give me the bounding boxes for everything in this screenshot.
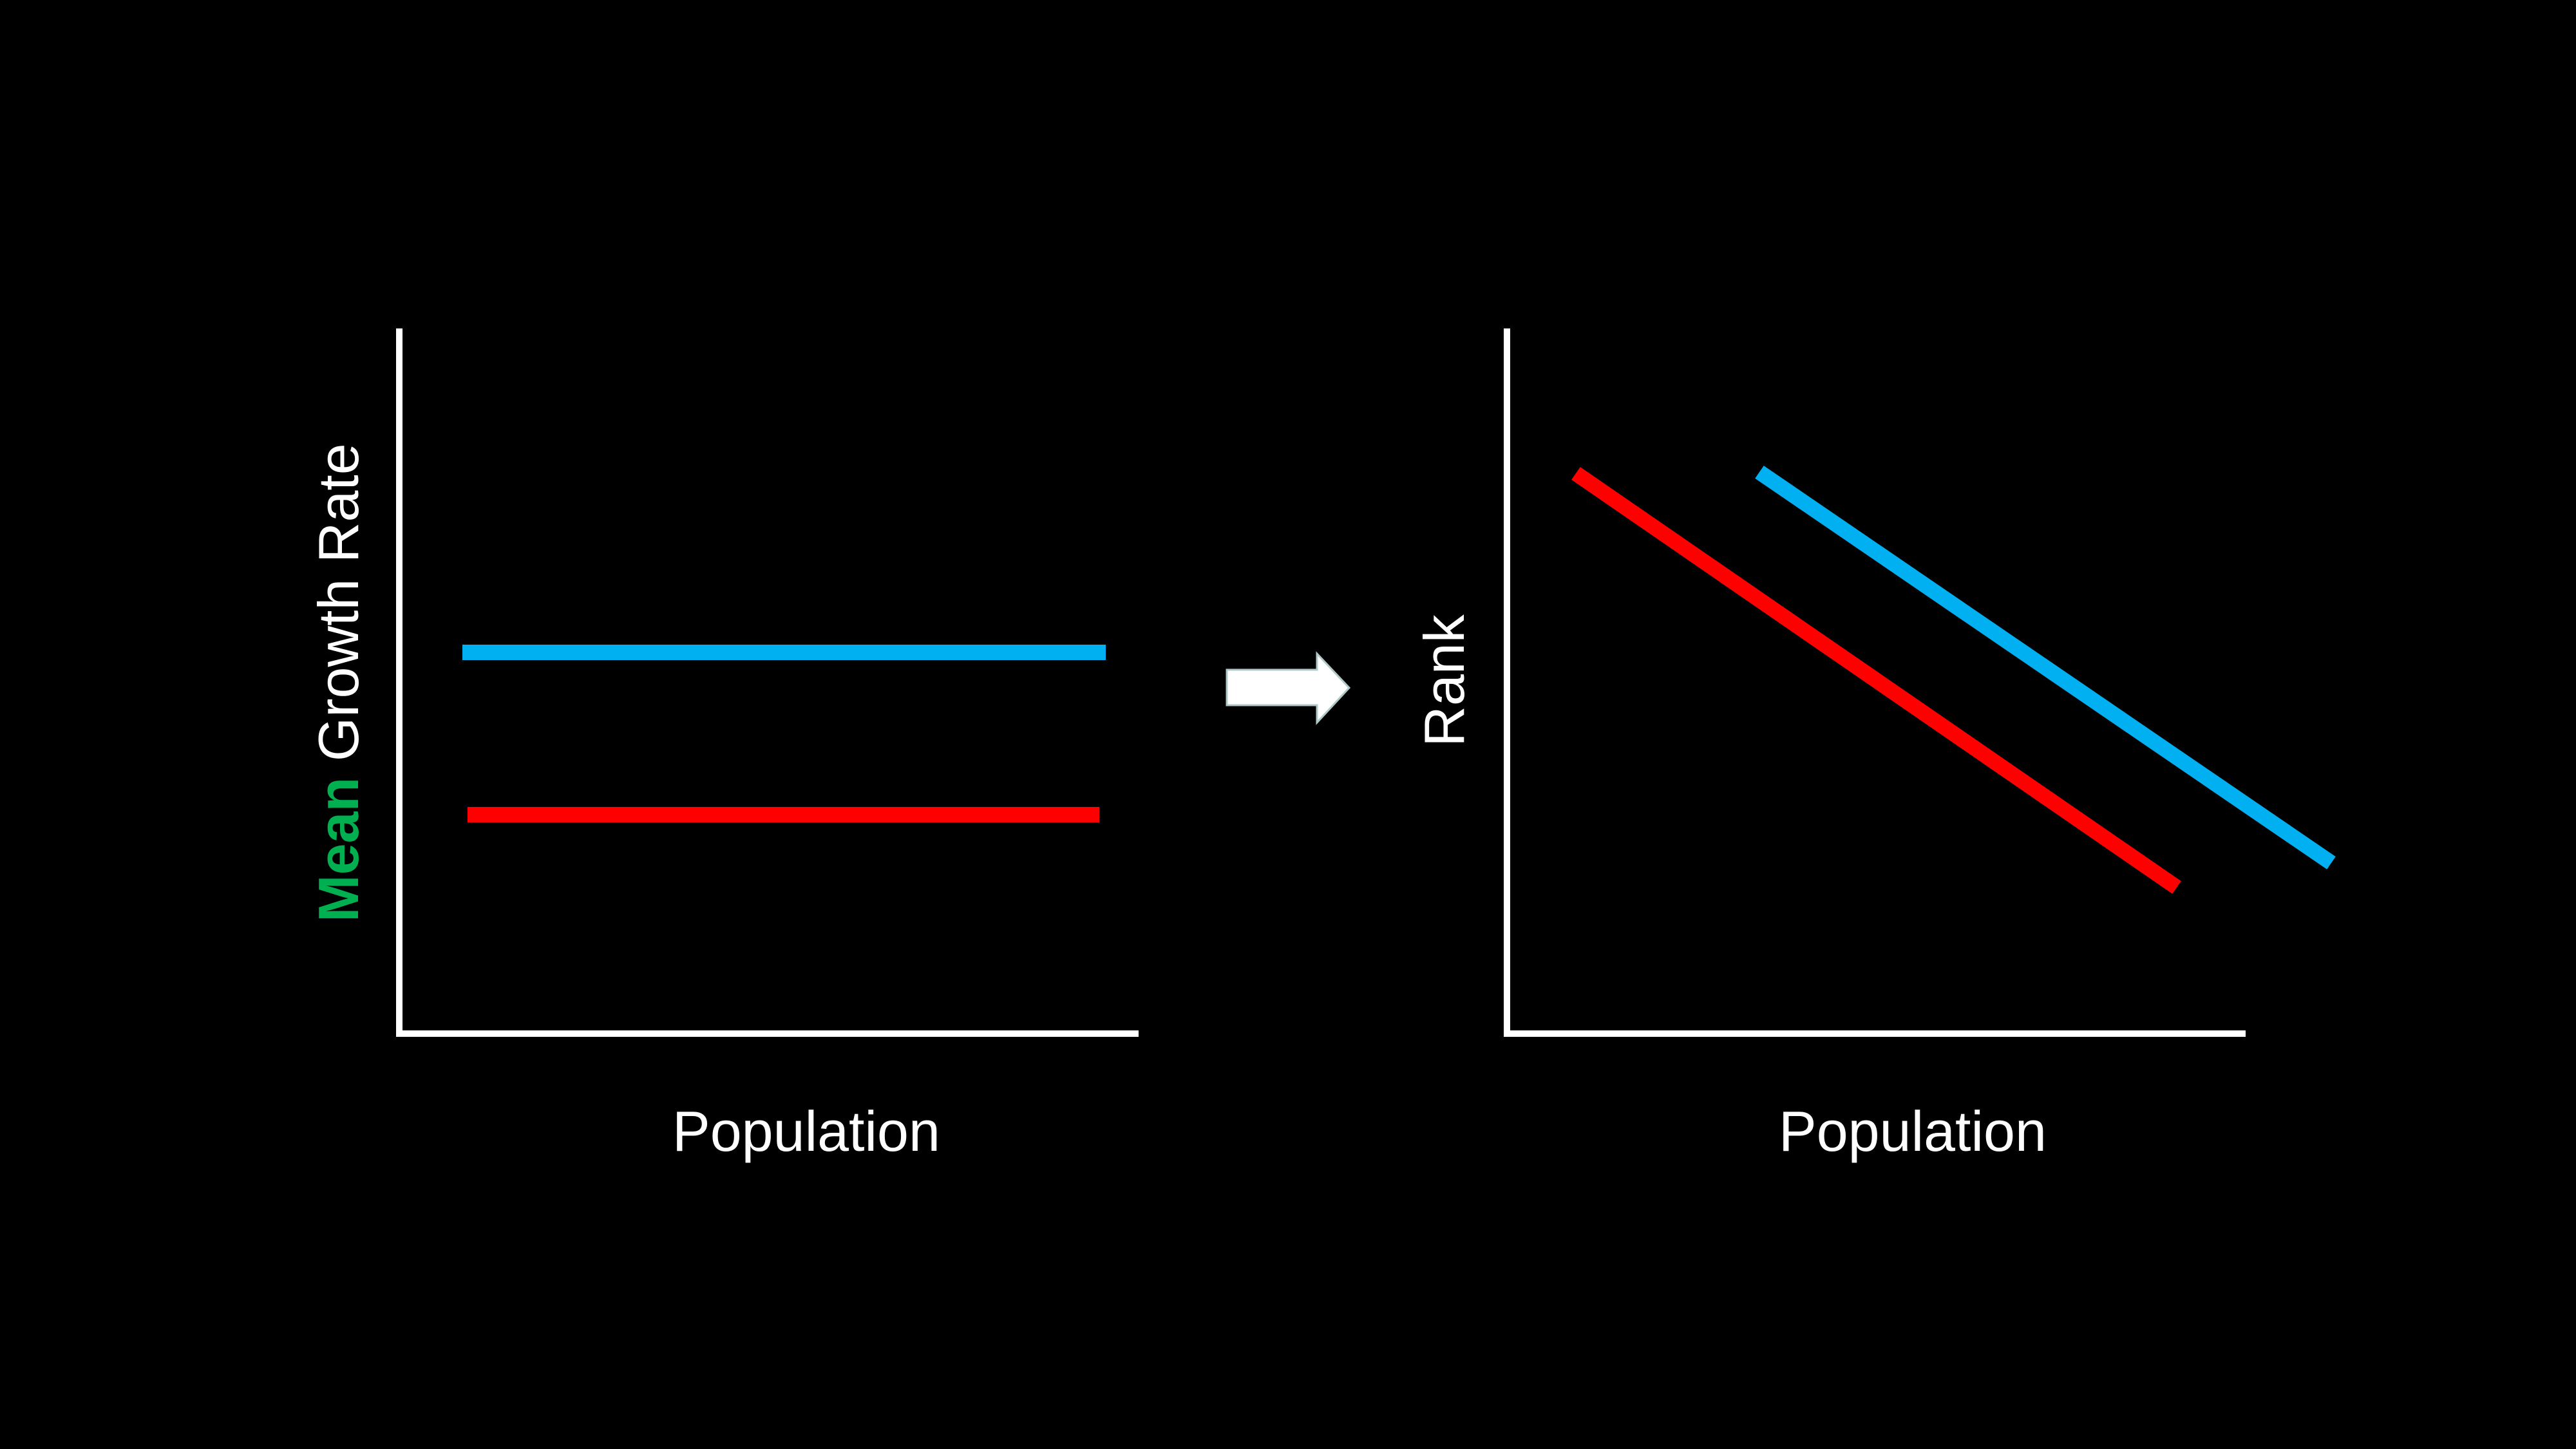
right-blue-line [1755, 466, 2336, 869]
right-panel: Rank Population [1412, 328, 2336, 1163]
left-panel: Mean Growth Rate Population [307, 328, 1139, 1163]
right-y-label: Rank [1412, 614, 1476, 746]
left-y-label-rest: Growth Rate [307, 443, 370, 777]
left-x-label: Population [672, 1099, 940, 1163]
right-arrow-icon [1226, 651, 1351, 725]
mean-word: Mean [307, 777, 370, 922]
left-y-label: Mean Growth Rate [307, 443, 370, 922]
right-x-label: Population [1779, 1099, 2047, 1163]
right-red-line [1571, 467, 2181, 894]
